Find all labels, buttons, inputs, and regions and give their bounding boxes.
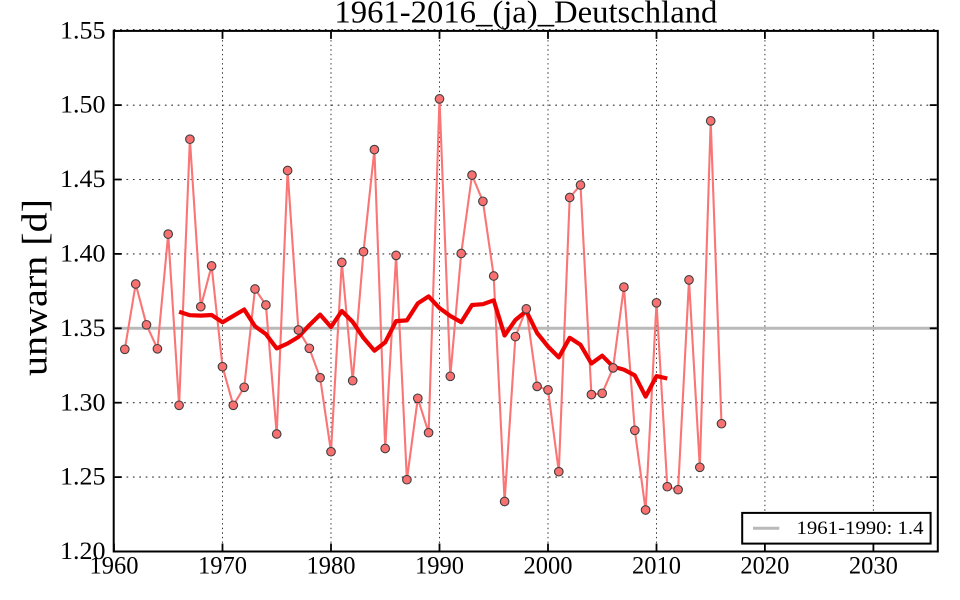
svg-text:1970: 1970 [198, 553, 247, 580]
svg-text:1.40: 1.40 [60, 241, 106, 268]
svg-text:2010: 2010 [632, 553, 681, 580]
svg-text:2020: 2020 [740, 553, 789, 580]
svg-text:1.50: 1.50 [60, 92, 106, 119]
svg-text:1.45: 1.45 [60, 166, 106, 193]
svg-text:1980: 1980 [307, 553, 356, 580]
svg-text:1.25: 1.25 [60, 464, 106, 491]
svg-text:1.30: 1.30 [60, 389, 106, 416]
svg-text:1961-2016_(ja)_Deutschland: 1961-2016_(ja)_Deutschland [334, 0, 717, 30]
svg-text:unwarn [d]: unwarn [d] [15, 199, 55, 376]
svg-text:1.20: 1.20 [60, 538, 106, 565]
svg-text:1.55: 1.55 [60, 17, 106, 44]
svg-text:1.35: 1.35 [60, 315, 106, 342]
svg-text:1960: 1960 [90, 553, 139, 580]
svg-text:1961-1990: 1.4: 1961-1990: 1.4 [797, 518, 925, 539]
svg-text:2000: 2000 [524, 553, 573, 580]
svg-text:2030: 2030 [849, 553, 898, 580]
svg-text:1990: 1990 [415, 553, 464, 580]
